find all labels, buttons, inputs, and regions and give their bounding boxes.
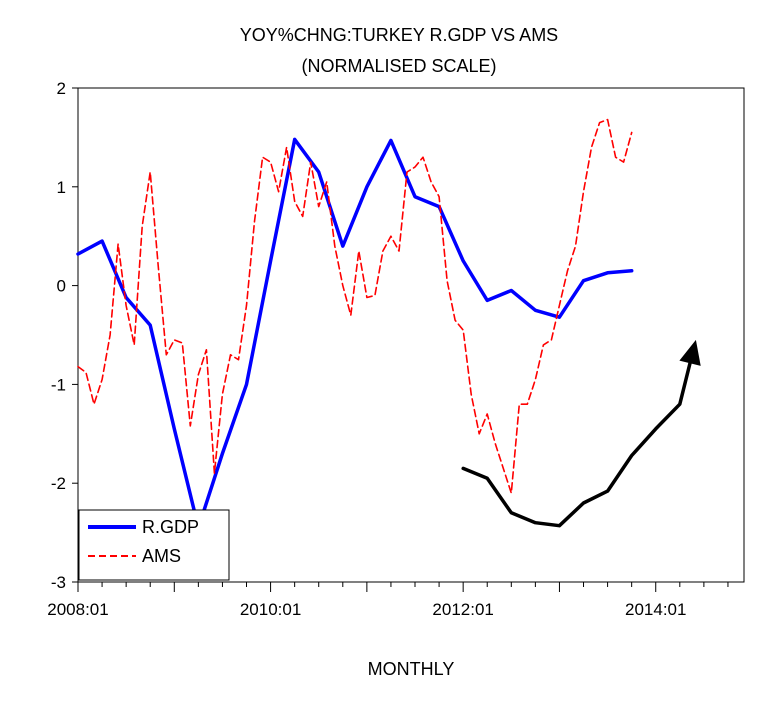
y-tick-label: -3 <box>51 573 66 592</box>
chart-title: YOY%CHNG:TURKEY R.GDP VS AMS <box>240 25 558 45</box>
series-line-r-gdp <box>76 137 634 530</box>
x-tick-label: 2010:01 <box>240 600 301 619</box>
chart-subtitle: (NORMALISED SCALE) <box>301 56 496 76</box>
x-axis-label: MONTHLY <box>368 659 455 679</box>
x-tick-label: 2014:01 <box>625 600 686 619</box>
plot-frame <box>77 87 745 583</box>
x-tick-label: 2012:01 <box>432 600 493 619</box>
x-axis: 2008:01 2010:01 2012:01 2014:01 <box>47 582 729 619</box>
legend-box <box>78 509 230 581</box>
legend-label-rgdp: R.GDP <box>142 517 199 537</box>
legend: R.GDP AMS <box>78 509 230 581</box>
y-axis: 2 1 0 -1 -2 -3 <box>51 79 78 592</box>
series-line-ams <box>77 118 633 494</box>
y-tick-label: -1 <box>51 375 66 394</box>
annotation-layer <box>461 339 701 528</box>
annotation-arrow-head <box>679 339 701 366</box>
y-tick-label: -2 <box>51 474 66 493</box>
legend-label-ams: AMS <box>142 546 181 566</box>
series-layer <box>76 118 634 530</box>
y-tick-label: 1 <box>57 178 66 197</box>
y-tick-label: 2 <box>57 79 66 98</box>
x-tick-label: 2008:01 <box>47 600 108 619</box>
y-tick-label: 0 <box>57 277 66 296</box>
annotation-arrow-shaft <box>461 361 692 528</box>
